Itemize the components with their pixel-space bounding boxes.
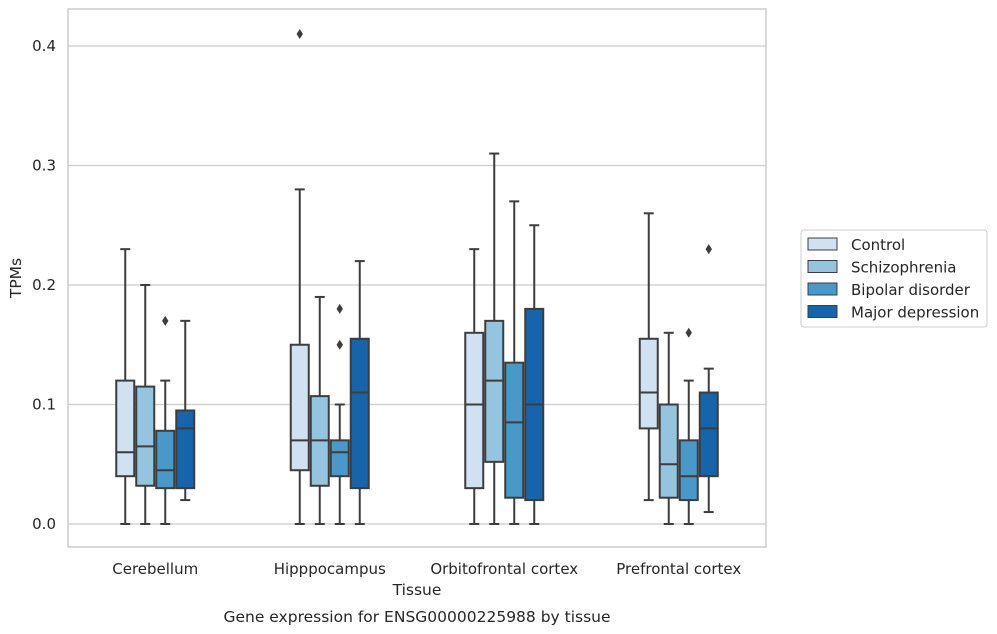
box-group [115, 248, 136, 525]
box-iqr [464, 331, 485, 490]
box-group [329, 303, 350, 525]
box-group [678, 327, 699, 525]
box-iqr [115, 379, 136, 478]
legend-swatch [807, 237, 838, 251]
y-tick-label: 0.1 [32, 396, 56, 414]
legend-swatch [807, 282, 838, 296]
box-group [175, 319, 196, 502]
box-group [464, 248, 485, 525]
x-tick-labels: Cerebellum Hipppocampus Orbitofrontal cort… [112, 560, 741, 578]
outlier-point [705, 244, 712, 255]
y-tick-label: 0.2 [32, 276, 56, 294]
legend: Control Schizophrenia Bipolar disorder Majo… [800, 229, 988, 328]
legend-frame [800, 229, 988, 328]
plot-area-frame [67, 8, 767, 548]
box-plot-marks [115, 29, 719, 525]
box-iqr [484, 319, 505, 463]
box-group [349, 260, 370, 525]
box-group [155, 315, 176, 525]
chart-title: Gene expression for ENSG00000225988 by t… [223, 608, 610, 626]
legend-swatch [807, 260, 838, 273]
box-iqr [678, 439, 699, 502]
box-group [309, 295, 330, 525]
legend-swatch [807, 305, 838, 318]
box-group [658, 331, 679, 525]
x-tick-label: Cerebellum [112, 560, 198, 578]
box-iqr [329, 439, 350, 478]
x-tick-label: Hipppocampus [274, 560, 386, 578]
x-axis-label: Tissue [392, 581, 442, 599]
box-iqr [638, 337, 659, 430]
box-iqr [698, 391, 719, 478]
box-iqr [349, 337, 370, 490]
box-group [484, 152, 505, 525]
outlier-point [296, 29, 303, 40]
box-group [524, 224, 545, 525]
y-tick-label: 0.0 [32, 515, 56, 533]
box-iqr [155, 429, 176, 490]
outlier-point [336, 303, 343, 314]
box-group [504, 200, 525, 525]
outlier-point [685, 327, 692, 338]
outlier-point [336, 339, 343, 350]
y-axis-label: TPMs [7, 258, 25, 299]
legend-entry-label: Bipolar disorder [851, 281, 971, 299]
y-tick-label: 0.4 [32, 37, 56, 55]
legend-entry-label: Control [851, 236, 905, 254]
box-iqr [504, 361, 525, 499]
x-tick-label: Prefrontal cortex [616, 560, 741, 578]
box-group [289, 29, 310, 525]
box-iqr [289, 343, 310, 472]
outlier-point [162, 315, 169, 326]
box-group [698, 244, 719, 514]
box-iqr [658, 403, 679, 499]
box-iqr [135, 385, 156, 487]
y-tick-labels: 0.0 0.1 0.2 0.3 0.4 [32, 37, 56, 533]
y-tick-label: 0.3 [32, 157, 56, 175]
legend-entry-label: Schizophrenia [851, 259, 956, 277]
box-group [135, 284, 156, 525]
x-tick-label: Orbitofrontal cortex [430, 560, 578, 578]
box-iqr [175, 409, 196, 490]
legend-entry-label: Major depression [851, 304, 979, 322]
box-group [638, 212, 659, 502]
